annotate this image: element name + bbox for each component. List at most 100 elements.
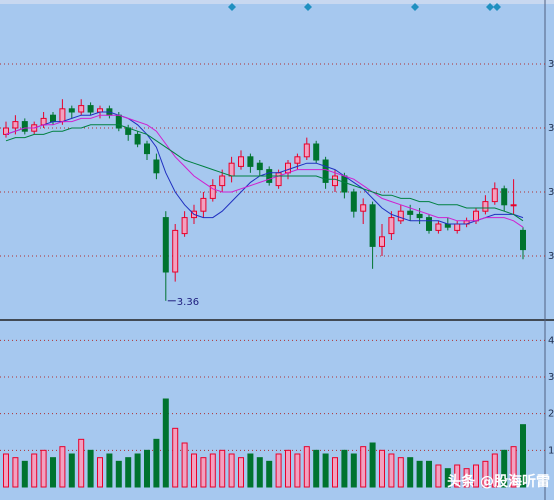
candle-body: [12, 121, 19, 129]
volume-bar: [31, 453, 38, 488]
candle-body: [87, 105, 94, 113]
candle-body: [256, 162, 263, 171]
volume-bar: [369, 442, 376, 488]
y-tick-label: 3: [548, 123, 554, 134]
y-tick-label: 3: [548, 59, 554, 70]
candle-body: [435, 223, 442, 231]
volume-bar: [322, 453, 329, 488]
candle-body: [350, 191, 357, 212]
volume-bar: [454, 464, 461, 488]
candle-body: [426, 217, 432, 231]
volume-bar: [313, 449, 320, 488]
candle-body: [200, 197, 207, 212]
candle-body: [482, 201, 489, 212]
candle-body: [115, 114, 122, 129]
volume-bar: [228, 453, 235, 488]
volume-bar: [134, 453, 141, 488]
y-tick-label: 3: [548, 251, 554, 262]
volume-bar: [78, 438, 85, 488]
volume-bar: [247, 453, 254, 488]
volume-bar: [303, 446, 310, 488]
volume-bar: [59, 446, 66, 488]
ma-line: [5, 114, 524, 228]
volume-bar: [3, 453, 9, 488]
candle-body: [247, 156, 254, 167]
candle-body: [369, 204, 376, 247]
volume-bar: [153, 438, 160, 488]
volume-bar: [360, 446, 367, 488]
volume-bar: [473, 464, 479, 488]
candle-body: [454, 223, 461, 231]
volume-bar: [200, 457, 207, 488]
volume-bar: [350, 453, 357, 488]
candle-body: [491, 188, 498, 203]
volume-bar: [341, 449, 348, 488]
volume-bar: [435, 464, 442, 488]
y-tick-label: 2: [548, 409, 554, 420]
volume-bar: [275, 453, 282, 488]
candle-body: [510, 204, 517, 207]
candle-body: [228, 162, 235, 177]
volume-bar: [501, 449, 508, 488]
candle-body: [407, 210, 414, 215]
volume-bar: [416, 460, 423, 488]
volume-bar: [125, 457, 132, 488]
volume-bar: [219, 449, 226, 488]
volume-bar: [266, 460, 273, 488]
volume-bar: [482, 460, 489, 488]
volume-bar: [50, 457, 56, 488]
candle-body: [78, 105, 85, 113]
candle-body: [68, 108, 75, 113]
candle-body: [332, 175, 338, 187]
y-tick-label: 1: [548, 445, 554, 456]
volume-bar: [388, 453, 395, 488]
top-strip: [0, 0, 554, 4]
candle-body: [313, 143, 320, 161]
volume-bar: [12, 457, 19, 488]
volume-bar: [491, 453, 498, 488]
y-tick-label: 3: [548, 187, 554, 198]
volume-bar: [397, 457, 404, 488]
volume-bar: [40, 449, 47, 488]
candle-body: [473, 210, 479, 222]
candle-body: [341, 175, 348, 193]
candle-body: [209, 185, 216, 199]
volume-bar: [238, 457, 244, 488]
volume-bar: [510, 446, 517, 488]
volume-bar: [332, 457, 338, 488]
low-annotation: 3.36: [177, 297, 199, 308]
volume-bar: [106, 453, 113, 488]
candle-body: [162, 217, 169, 273]
candle-body: [520, 229, 526, 251]
volume-bar: [191, 453, 197, 488]
volume-bar: [444, 468, 451, 488]
ma-line: [5, 111, 524, 225]
volume-bar: [87, 449, 94, 488]
candle-body: [501, 188, 508, 206]
volume-bar: [294, 453, 301, 488]
volume-bar: [172, 427, 179, 488]
volume-bar: [209, 453, 216, 488]
volume-bar: [181, 442, 188, 488]
y-tick-label: 4: [548, 335, 554, 346]
candle-body: [172, 229, 179, 273]
volume-bar: [144, 449, 150, 488]
volume-bar: [285, 449, 291, 488]
candle-body: [294, 156, 301, 164]
candle-body: [134, 133, 141, 145]
volume-bar: [115, 460, 122, 488]
volume-bar: [463, 468, 470, 488]
candle-body: [416, 213, 423, 219]
candle-body: [21, 121, 28, 132]
candle-body: [59, 108, 66, 123]
candle-body: [238, 156, 244, 167]
candle-body: [50, 114, 56, 123]
volume-bar: [97, 457, 103, 488]
volume-bar: [520, 424, 526, 488]
volume-bar: [68, 453, 75, 488]
candle-body: [219, 175, 226, 187]
volume-bar: [21, 460, 28, 488]
volume-bar: [379, 449, 385, 488]
candle-body: [379, 236, 385, 247]
